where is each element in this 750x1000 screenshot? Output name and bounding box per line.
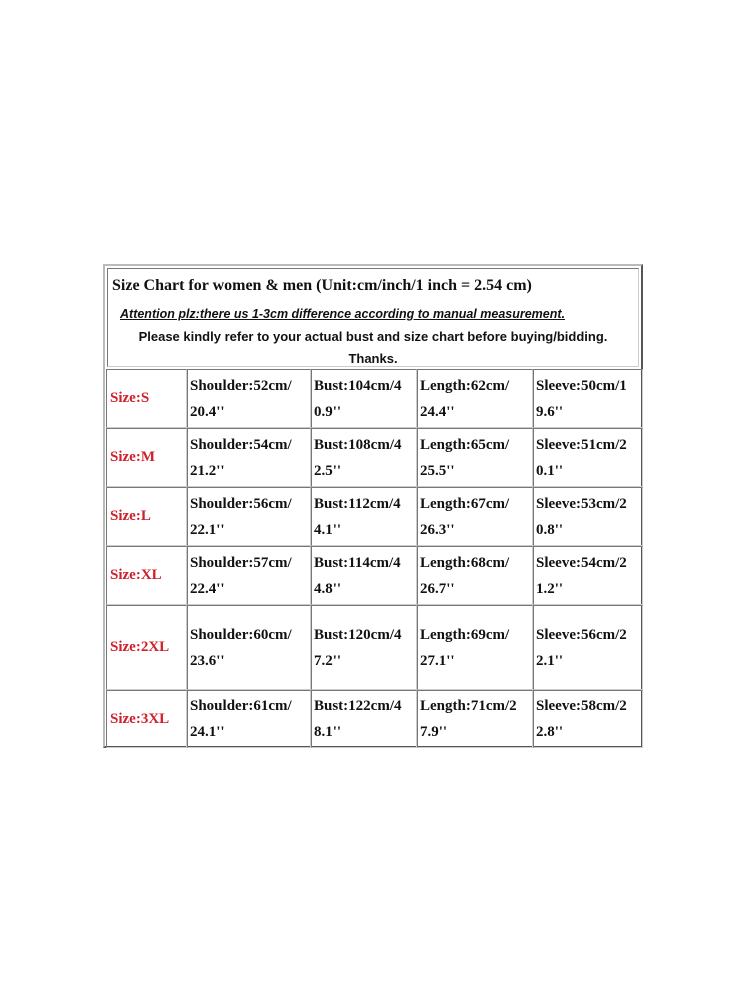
measurement-cell: Shoulder:60cm/23.6'' bbox=[187, 605, 311, 690]
measurement-line: Shoulder:54cm/ bbox=[190, 436, 292, 453]
measurement-line: 27.1'' bbox=[420, 652, 455, 669]
size-label: Size:L bbox=[106, 487, 187, 546]
measurement-line: 7.2'' bbox=[314, 652, 342, 669]
measurement-line: Shoulder:56cm/ bbox=[190, 495, 292, 512]
measurement-line: 26.7'' bbox=[420, 580, 455, 597]
measurement-cell: Bust:122cm/4 8.1'' bbox=[311, 690, 417, 748]
measurement-cell: Bust:112cm/4 4.1'' bbox=[311, 487, 417, 546]
measurement-line: 22.1'' bbox=[190, 521, 225, 538]
measurement-line: 8.1'' bbox=[314, 724, 342, 740]
chart-title: Size Chart for women & men (Unit:cm/inch… bbox=[112, 277, 532, 294]
measurement-cell: Sleeve:51cm/2 0.1'' bbox=[533, 428, 643, 487]
size-chart-table: Size Chart for women & men (Unit:cm/inch… bbox=[103, 264, 643, 748]
measurement-line: Bust:112cm/4 bbox=[314, 495, 401, 512]
measurement-line: 22.4'' bbox=[190, 580, 225, 597]
measurement-line: 2.1'' bbox=[536, 652, 564, 669]
measurement-cell: Bust:104cm/4 0.9'' bbox=[311, 369, 417, 428]
measurement-line: 20.4'' bbox=[190, 403, 225, 420]
measurement-line: Bust:122cm/4 bbox=[314, 698, 402, 714]
measurement-cell: Shoulder:61cm/24.1'' bbox=[187, 690, 311, 748]
measurement-line: Sleeve:54cm/2 bbox=[536, 554, 627, 571]
measurement-cell: Sleeve:54cm/2 1.2'' bbox=[533, 546, 643, 605]
measurement-cell: Sleeve:50cm/1 9.6'' bbox=[533, 369, 643, 428]
measurement-line: 0.1'' bbox=[536, 462, 564, 479]
measurement-line: 1.2'' bbox=[536, 580, 564, 597]
measurement-line: 23.6'' bbox=[190, 652, 225, 669]
measurement-cell: Bust:108cm/4 2.5'' bbox=[311, 428, 417, 487]
measurement-cell: Length:71cm/2 7.9'' bbox=[417, 690, 533, 748]
size-label: Size:2XL bbox=[106, 605, 187, 690]
measurement-line: Sleeve:53cm/2 bbox=[536, 495, 627, 512]
measurement-cell: Sleeve:58cm/2 2.8'' bbox=[533, 690, 643, 748]
measurement-line: 4.8'' bbox=[314, 580, 342, 597]
size-label: Size:3XL bbox=[106, 690, 187, 748]
measurement-line: 26.3'' bbox=[420, 521, 455, 538]
measurement-line: Bust:108cm/4 bbox=[314, 436, 402, 453]
measurement-cell: Shoulder:54cm/21.2'' bbox=[187, 428, 311, 487]
measurement-line: Length:65cm/ bbox=[420, 436, 510, 453]
measurement-cell: Shoulder:52cm/20.4'' bbox=[187, 369, 311, 428]
measurement-line: Length:68cm/ bbox=[420, 554, 510, 571]
measurement-line: Shoulder:57cm/ bbox=[190, 554, 292, 571]
measurement-line: Bust:120cm/4 bbox=[314, 626, 402, 643]
measurement-line: 2.8'' bbox=[536, 724, 564, 740]
measurement-line: Length:62cm/ bbox=[420, 377, 510, 394]
measurement-line: Shoulder:60cm/ bbox=[190, 626, 292, 643]
measurement-cell: Length:67cm/26.3'' bbox=[417, 487, 533, 546]
size-label: Size:XL bbox=[106, 546, 187, 605]
measurement-line: Shoulder:52cm/ bbox=[190, 377, 292, 394]
measurement-line: 9.6'' bbox=[536, 403, 564, 420]
measurement-line: 4.1'' bbox=[314, 521, 342, 538]
measurement-cell: Shoulder:56cm/22.1'' bbox=[187, 487, 311, 546]
measurement-cell: Sleeve:53cm/2 0.8'' bbox=[533, 487, 643, 546]
measurement-line: 2.5'' bbox=[314, 462, 342, 479]
measurement-line: Bust:104cm/4 bbox=[314, 377, 402, 394]
size-chart-header: Size Chart for women & men (Unit:cm/inch… bbox=[107, 268, 639, 367]
measurement-cell: Length:68cm/26.7'' bbox=[417, 546, 533, 605]
size-label: Size:S bbox=[106, 369, 187, 428]
measurement-line: 0.9'' bbox=[314, 403, 342, 420]
measurement-line: Sleeve:56cm/2 bbox=[536, 626, 627, 643]
measurement-cell: Shoulder:57cm/22.4'' bbox=[187, 546, 311, 605]
size-label: Size:M bbox=[106, 428, 187, 487]
measurement-line: Length:69cm/ bbox=[420, 626, 510, 643]
measurement-line: Length:71cm/2 bbox=[420, 698, 517, 714]
measurement-line: 24.4'' bbox=[420, 403, 455, 420]
measurement-line: 0.8'' bbox=[536, 521, 564, 538]
measurement-line: 24.1'' bbox=[190, 724, 225, 740]
measurement-cell: Sleeve:56cm/2 2.1'' bbox=[533, 605, 643, 690]
measurement-cell: Bust:120cm/4 7.2'' bbox=[311, 605, 417, 690]
measurement-line: Sleeve:50cm/1 bbox=[536, 377, 627, 394]
measurement-line: 7.9'' bbox=[420, 724, 448, 740]
measurement-line: Shoulder:61cm/ bbox=[190, 698, 292, 714]
measurement-line: 25.5'' bbox=[420, 462, 455, 479]
measurement-cell: Length:69cm/27.1'' bbox=[417, 605, 533, 690]
thanks-note: Thanks. bbox=[348, 351, 398, 366]
refer-note: Please kindly refer to your actual bust … bbox=[138, 329, 608, 344]
measurement-cell: Length:62cm/24.4'' bbox=[417, 369, 533, 428]
measurement-cell: Bust:114cm/4 4.8'' bbox=[311, 546, 417, 605]
measurement-line: Bust:114cm/4 bbox=[314, 554, 401, 571]
measurement-line: 21.2'' bbox=[190, 462, 225, 479]
measurement-cell: Length:65cm/25.5'' bbox=[417, 428, 533, 487]
measurement-line: Sleeve:51cm/2 bbox=[536, 436, 627, 453]
measurement-line: Sleeve:58cm/2 bbox=[536, 698, 627, 714]
attention-note: Attention plz:there us 1-3cm difference … bbox=[120, 307, 566, 321]
measurement-line: Length:67cm/ bbox=[420, 495, 510, 512]
